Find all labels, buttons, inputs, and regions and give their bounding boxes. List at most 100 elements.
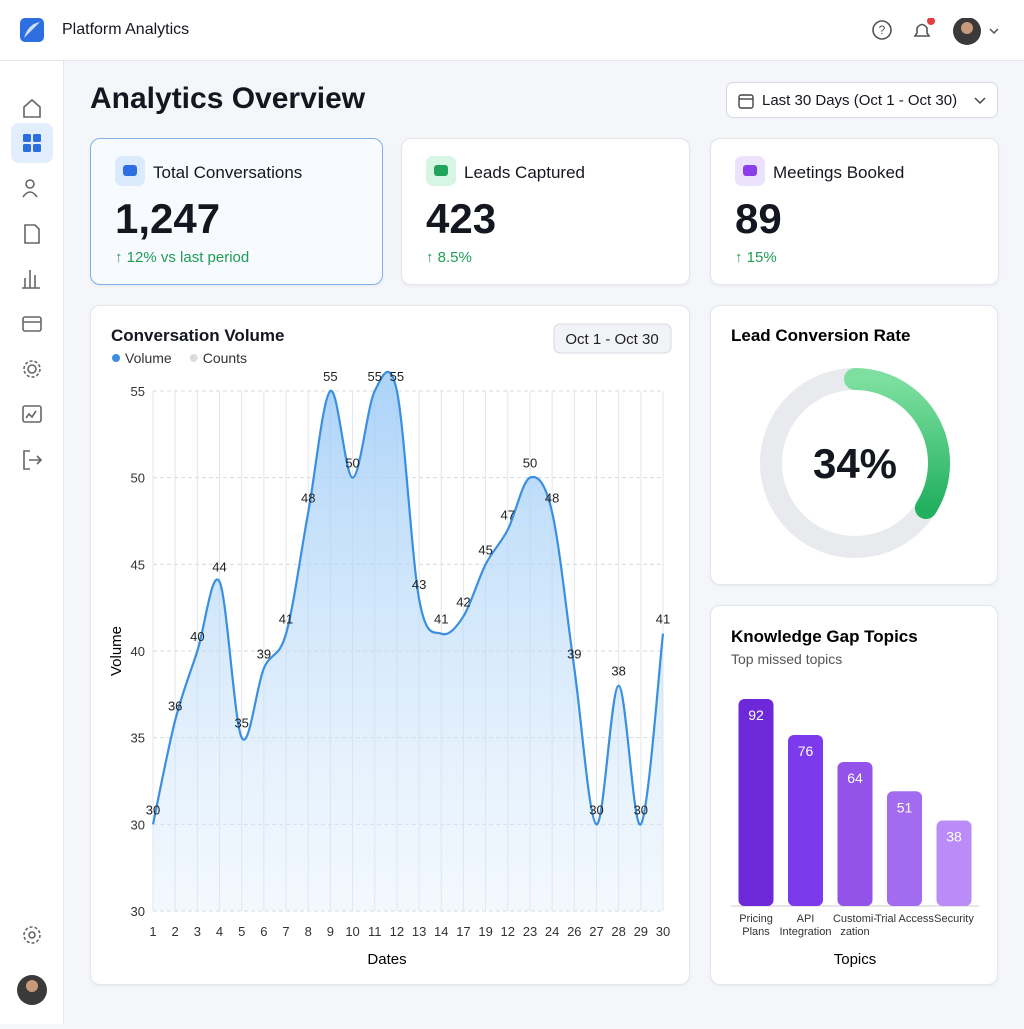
app-title: Platform Analytics xyxy=(62,21,190,38)
data-label: 36 xyxy=(168,698,182,713)
data-label: 55 xyxy=(390,369,404,384)
header-icons[interactable]: ? xyxy=(870,18,1010,46)
logo xyxy=(20,18,44,42)
x-tick-label: API Integration xyxy=(779,913,832,938)
kpi-icon xyxy=(735,156,765,186)
x-tick-label: Trial Access xyxy=(875,913,934,925)
kpi-label: Total Conversations xyxy=(153,163,303,182)
data-label: 45 xyxy=(478,542,492,557)
x-tick-label: 3 xyxy=(194,924,201,939)
x-axis-label: Dates xyxy=(367,951,406,968)
data-label: 35 xyxy=(234,716,248,731)
data-label: 55 xyxy=(368,369,382,384)
chart-title: Conversation Volume xyxy=(111,326,285,345)
chart-title: Knowledge Gap Topics xyxy=(731,627,918,646)
x-tick-label: 8 xyxy=(305,924,312,939)
kpi-glyph-shape xyxy=(123,165,137,176)
legend-swatch xyxy=(189,354,198,362)
chart-title: Lead Conversion Rate xyxy=(731,326,911,345)
bar-chart-card: Knowledge Gap Topics Top missed topics T… xyxy=(710,605,998,985)
x-tick-label: 26 xyxy=(567,924,581,939)
bar xyxy=(738,699,774,906)
x-tick-label: 19 xyxy=(478,924,492,939)
line-chart: Conversation Volume Oct 1 - Oct 30 Dates… xyxy=(108,323,672,968)
data-label: 39 xyxy=(567,646,581,661)
x-axis-label: Topics xyxy=(834,951,877,968)
data-label: 41 xyxy=(656,612,670,627)
kpi-glyph xyxy=(123,165,137,176)
calendar-icon xyxy=(738,94,754,109)
x-tick-label: 10 xyxy=(345,924,359,939)
y-axis-label: Volume xyxy=(108,626,125,676)
bar-chart: Knowledge Gap Topics Top missed topics T… xyxy=(731,627,979,968)
data-label: 30 xyxy=(146,802,160,817)
x-tick-label: 7 xyxy=(282,924,289,939)
kpi-card: Total Conversations 1,247 ↑ 12% vs last pe… xyxy=(90,138,383,285)
x-tick-label: 9 xyxy=(327,924,334,939)
kpi-glyph-shape xyxy=(743,165,757,176)
x-tick-label: 29 xyxy=(634,924,648,939)
top-bar: Platform Analytics ? xyxy=(0,0,1024,61)
y-tick-label: 40 xyxy=(131,644,145,659)
data-label: 40 xyxy=(190,629,204,644)
bar xyxy=(788,735,823,906)
bar-value-label: 51 xyxy=(897,799,913,815)
donut-chart: Lead Conversion Rate 34% xyxy=(731,326,950,558)
data-label: 47 xyxy=(501,508,515,523)
kpi-change: ↑ 8.5% xyxy=(426,249,472,266)
svg-text:?: ? xyxy=(879,23,886,37)
bar-value-label: 76 xyxy=(798,743,814,759)
x-tick-label: 23 xyxy=(523,924,537,939)
y-tick-label: 45 xyxy=(131,557,145,572)
x-tick-label: 24 xyxy=(545,924,559,939)
donut-label: 34% xyxy=(813,440,897,487)
legend-swatch xyxy=(112,354,120,362)
kpi-glyph xyxy=(743,165,757,176)
bar xyxy=(936,820,972,906)
kpi-label: Leads Captured xyxy=(464,163,585,182)
date-badge xyxy=(553,323,672,354)
x-tick-label: 30 xyxy=(656,924,670,939)
data-label: 50 xyxy=(345,456,359,471)
x-tick-label: 28 xyxy=(611,924,625,939)
date-range-picker[interactable]: Last 30 Days (Oct 1 - Oct 30) xyxy=(726,82,998,118)
data-label: 41 xyxy=(279,612,293,627)
bar-value-label: 64 xyxy=(847,770,863,786)
area xyxy=(153,371,663,911)
x-tick-label: 1 xyxy=(149,924,156,939)
x-tick-label: Customi-zation xyxy=(832,913,877,938)
x-tick-label: 6 xyxy=(260,924,267,939)
data-label: 43 xyxy=(412,577,426,592)
kpi-glyph xyxy=(434,165,448,176)
bar xyxy=(837,762,873,906)
x-tick-label: 13 xyxy=(412,924,426,939)
kpi-change: ↑ 12% vs last period xyxy=(115,249,250,266)
kpi-value: 1,247 xyxy=(115,195,221,242)
bar-value-label: 92 xyxy=(748,707,764,723)
y-tick-label: 30 xyxy=(131,817,145,832)
x-tick-label: 14 xyxy=(434,924,448,939)
y-tick-label: 30 xyxy=(131,904,145,919)
donut-arc xyxy=(844,368,950,520)
kpi-icon xyxy=(426,156,456,186)
y-tick-label: 55 xyxy=(131,384,145,399)
kpi-glyph-shape xyxy=(434,165,448,176)
legend-label: Counts xyxy=(203,350,247,366)
x-tick-label: Pricing Plans xyxy=(739,913,773,938)
y-tick-label: 35 xyxy=(131,731,145,746)
chart-subtitle: Top missed topics xyxy=(731,651,842,667)
data-label: 48 xyxy=(301,490,315,505)
data-label: 30 xyxy=(589,802,603,817)
date-badge-label: Oct 1 - Oct 30 xyxy=(565,331,658,348)
x-tick-label: 17 xyxy=(456,924,470,939)
data-label: 55 xyxy=(323,369,337,384)
kpi-card: Leads Captured 423 ↑ 8.5% xyxy=(401,138,690,285)
kpi-value: 423 xyxy=(426,195,497,242)
data-label: 50 xyxy=(523,456,537,471)
kpi-label: Meetings Booked xyxy=(773,163,905,182)
sidebar-icons[interactable] xyxy=(0,61,64,1024)
y-tick-label: 50 xyxy=(131,471,145,486)
kpi-icon xyxy=(115,156,145,186)
data-label: 30 xyxy=(634,802,648,817)
bar-value-label: 38 xyxy=(946,829,962,845)
